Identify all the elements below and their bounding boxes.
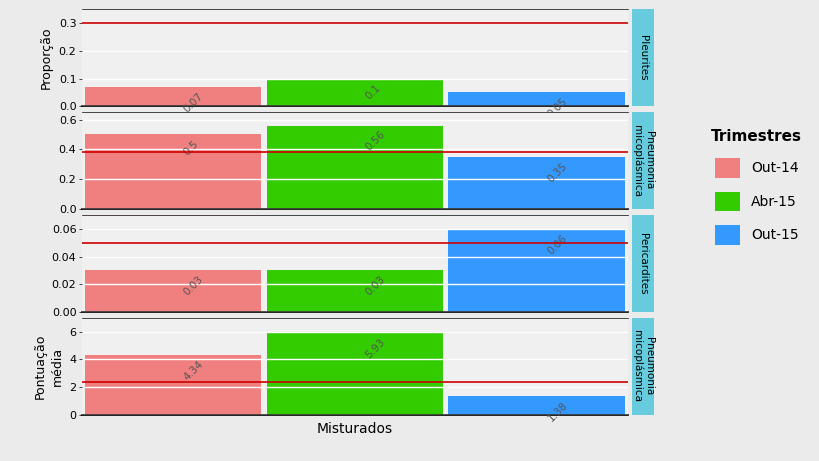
Text: Pneumonia
micoplásmica: Pneumonia micoplásmica <box>631 331 654 402</box>
Legend: Out-14, Abr-15, Out-15: Out-14, Abr-15, Out-15 <box>704 122 808 252</box>
Bar <box>448 92 624 106</box>
Text: 0.35: 0.35 <box>545 161 568 184</box>
Text: 0.5: 0.5 <box>182 138 201 157</box>
Bar <box>84 271 260 312</box>
Bar <box>448 157 624 209</box>
X-axis label: Misturados: Misturados <box>316 422 392 436</box>
Text: 0.56: 0.56 <box>364 130 387 153</box>
Bar <box>448 229 624 312</box>
Text: 0.03: 0.03 <box>364 274 387 298</box>
Text: 4.34: 4.34 <box>182 359 206 382</box>
Bar <box>266 125 442 209</box>
Text: Pleurites: Pleurites <box>637 35 648 81</box>
Text: 0.03: 0.03 <box>182 274 205 298</box>
Bar <box>448 396 624 415</box>
Y-axis label: Pontuação
média: Pontuação média <box>34 334 64 399</box>
Bar <box>266 333 442 415</box>
Bar <box>266 271 442 312</box>
Bar <box>84 355 260 415</box>
Text: 0.07: 0.07 <box>182 91 205 114</box>
Y-axis label: Proporção: Proporção <box>40 26 53 89</box>
Bar <box>84 87 260 106</box>
Bar <box>84 135 260 209</box>
Text: 0.05: 0.05 <box>545 96 568 119</box>
Text: 5.93: 5.93 <box>364 337 387 360</box>
Text: Pericardites: Pericardites <box>637 233 648 294</box>
Text: 0.06: 0.06 <box>545 233 568 256</box>
Text: 0.1: 0.1 <box>364 83 382 101</box>
Text: Pneumonia
micoplásmica: Pneumonia micoplásmica <box>631 124 654 197</box>
Text: 1.38: 1.38 <box>545 400 568 423</box>
Bar <box>266 78 442 106</box>
